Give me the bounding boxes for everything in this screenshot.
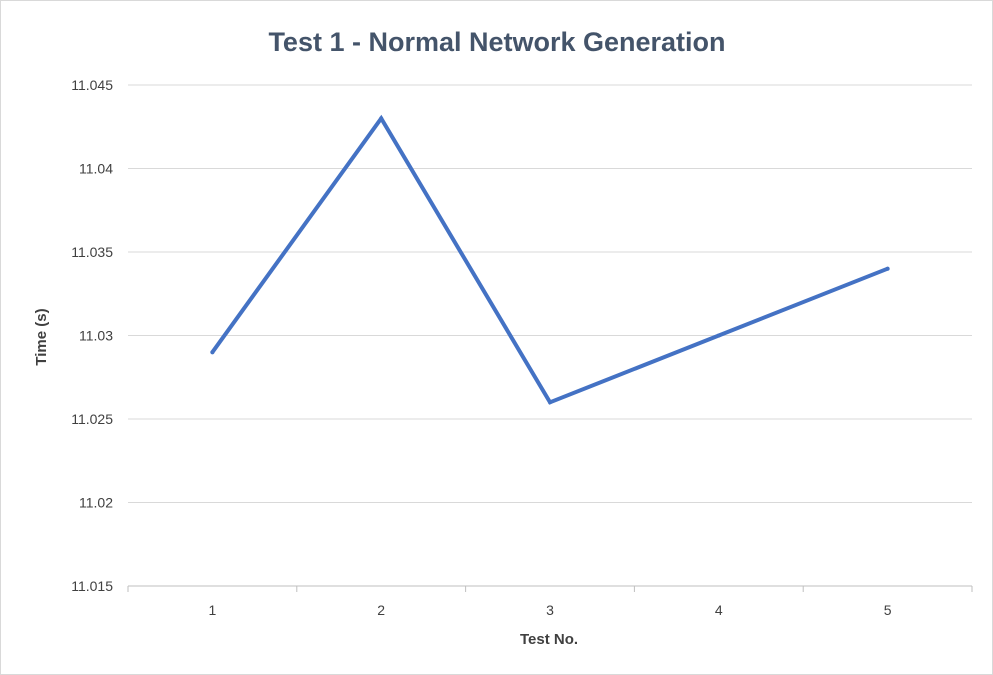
y-tick-label: 11.02 <box>79 495 113 511</box>
data-point <box>210 350 215 355</box>
series-line <box>210 114 890 405</box>
data-point <box>548 400 552 405</box>
data-point <box>716 333 721 338</box>
y-tick-label: 11.04 <box>79 161 113 177</box>
y-tick-label: 11.015 <box>71 578 113 594</box>
y-tick-label: 11.035 <box>71 244 113 260</box>
y-tick-label: 11.045 <box>71 77 113 93</box>
chart-title: Test 1 - Normal Network Generation <box>268 27 725 57</box>
y-axis-ticks: 11.015 11.02 11.025 11.03 11.035 11.04 11.045 <box>71 77 113 594</box>
x-tick-label: 5 <box>884 602 892 618</box>
y-tick-label: 11.025 <box>71 411 113 427</box>
x-axis-label: Test No. <box>520 631 578 648</box>
data-point <box>885 266 890 271</box>
gridlines <box>128 84 972 503</box>
data-point <box>379 116 384 121</box>
x-tick-label: 3 <box>546 602 554 618</box>
x-tick-label: 2 <box>377 602 385 618</box>
y-axis-label: Time (s) <box>33 308 50 365</box>
x-tick-label: 1 <box>209 602 217 618</box>
x-tick-label: 4 <box>715 602 723 618</box>
x-axis: 1 2 3 4 5 <box>127 585 973 618</box>
y-tick-label: 11.03 <box>79 328 113 344</box>
series-group <box>210 114 890 405</box>
